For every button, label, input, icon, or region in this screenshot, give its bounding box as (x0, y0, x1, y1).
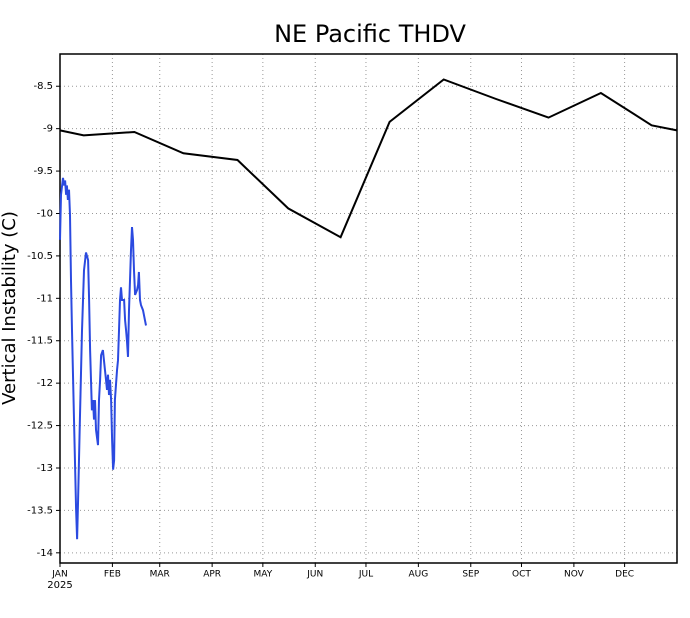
x-tick-label: FEB (104, 570, 121, 580)
data-line (59, 78, 678, 239)
x-tick-label: APR (203, 570, 221, 580)
y-tick-label: -13.5 (27, 505, 53, 516)
y-axis-label: Vertical Instability (C) (0, 211, 20, 405)
y-tick-label: -9.5 (33, 166, 53, 177)
x-tick-label: AUG (409, 570, 429, 580)
x-tick-label: MAR (150, 570, 170, 580)
y-tick-label: -10 (37, 208, 53, 219)
plot-frame (59, 53, 678, 564)
x-tick-label: NOV (564, 570, 585, 580)
x-tick-label: JUL (358, 570, 373, 580)
y-tick-label: -13 (37, 463, 53, 474)
x-tick-label: SEP (462, 570, 479, 580)
y-tick-label: -11.5 (27, 336, 53, 347)
y-tick-label: -8.5 (33, 81, 53, 92)
data-line (59, 177, 147, 540)
y-tick-label: -12.5 (27, 421, 53, 432)
chart-title: NE Pacific THDV (274, 20, 466, 48)
x-sublabel: 2025 (47, 580, 72, 591)
x-tick-label: OCT (512, 570, 531, 580)
x-tick-label: JUN (306, 570, 323, 580)
y-tick-label: -11 (37, 293, 53, 304)
y-tick-label: -9 (43, 124, 53, 135)
x-tick-label: JAN (51, 570, 67, 580)
y-tick-label: -14 (37, 548, 53, 559)
y-tick-label: -12 (37, 378, 53, 389)
x-tick-label: DEC (615, 570, 634, 580)
x-tick-label: MAY (253, 570, 272, 580)
y-tick-label: -10.5 (27, 251, 53, 262)
